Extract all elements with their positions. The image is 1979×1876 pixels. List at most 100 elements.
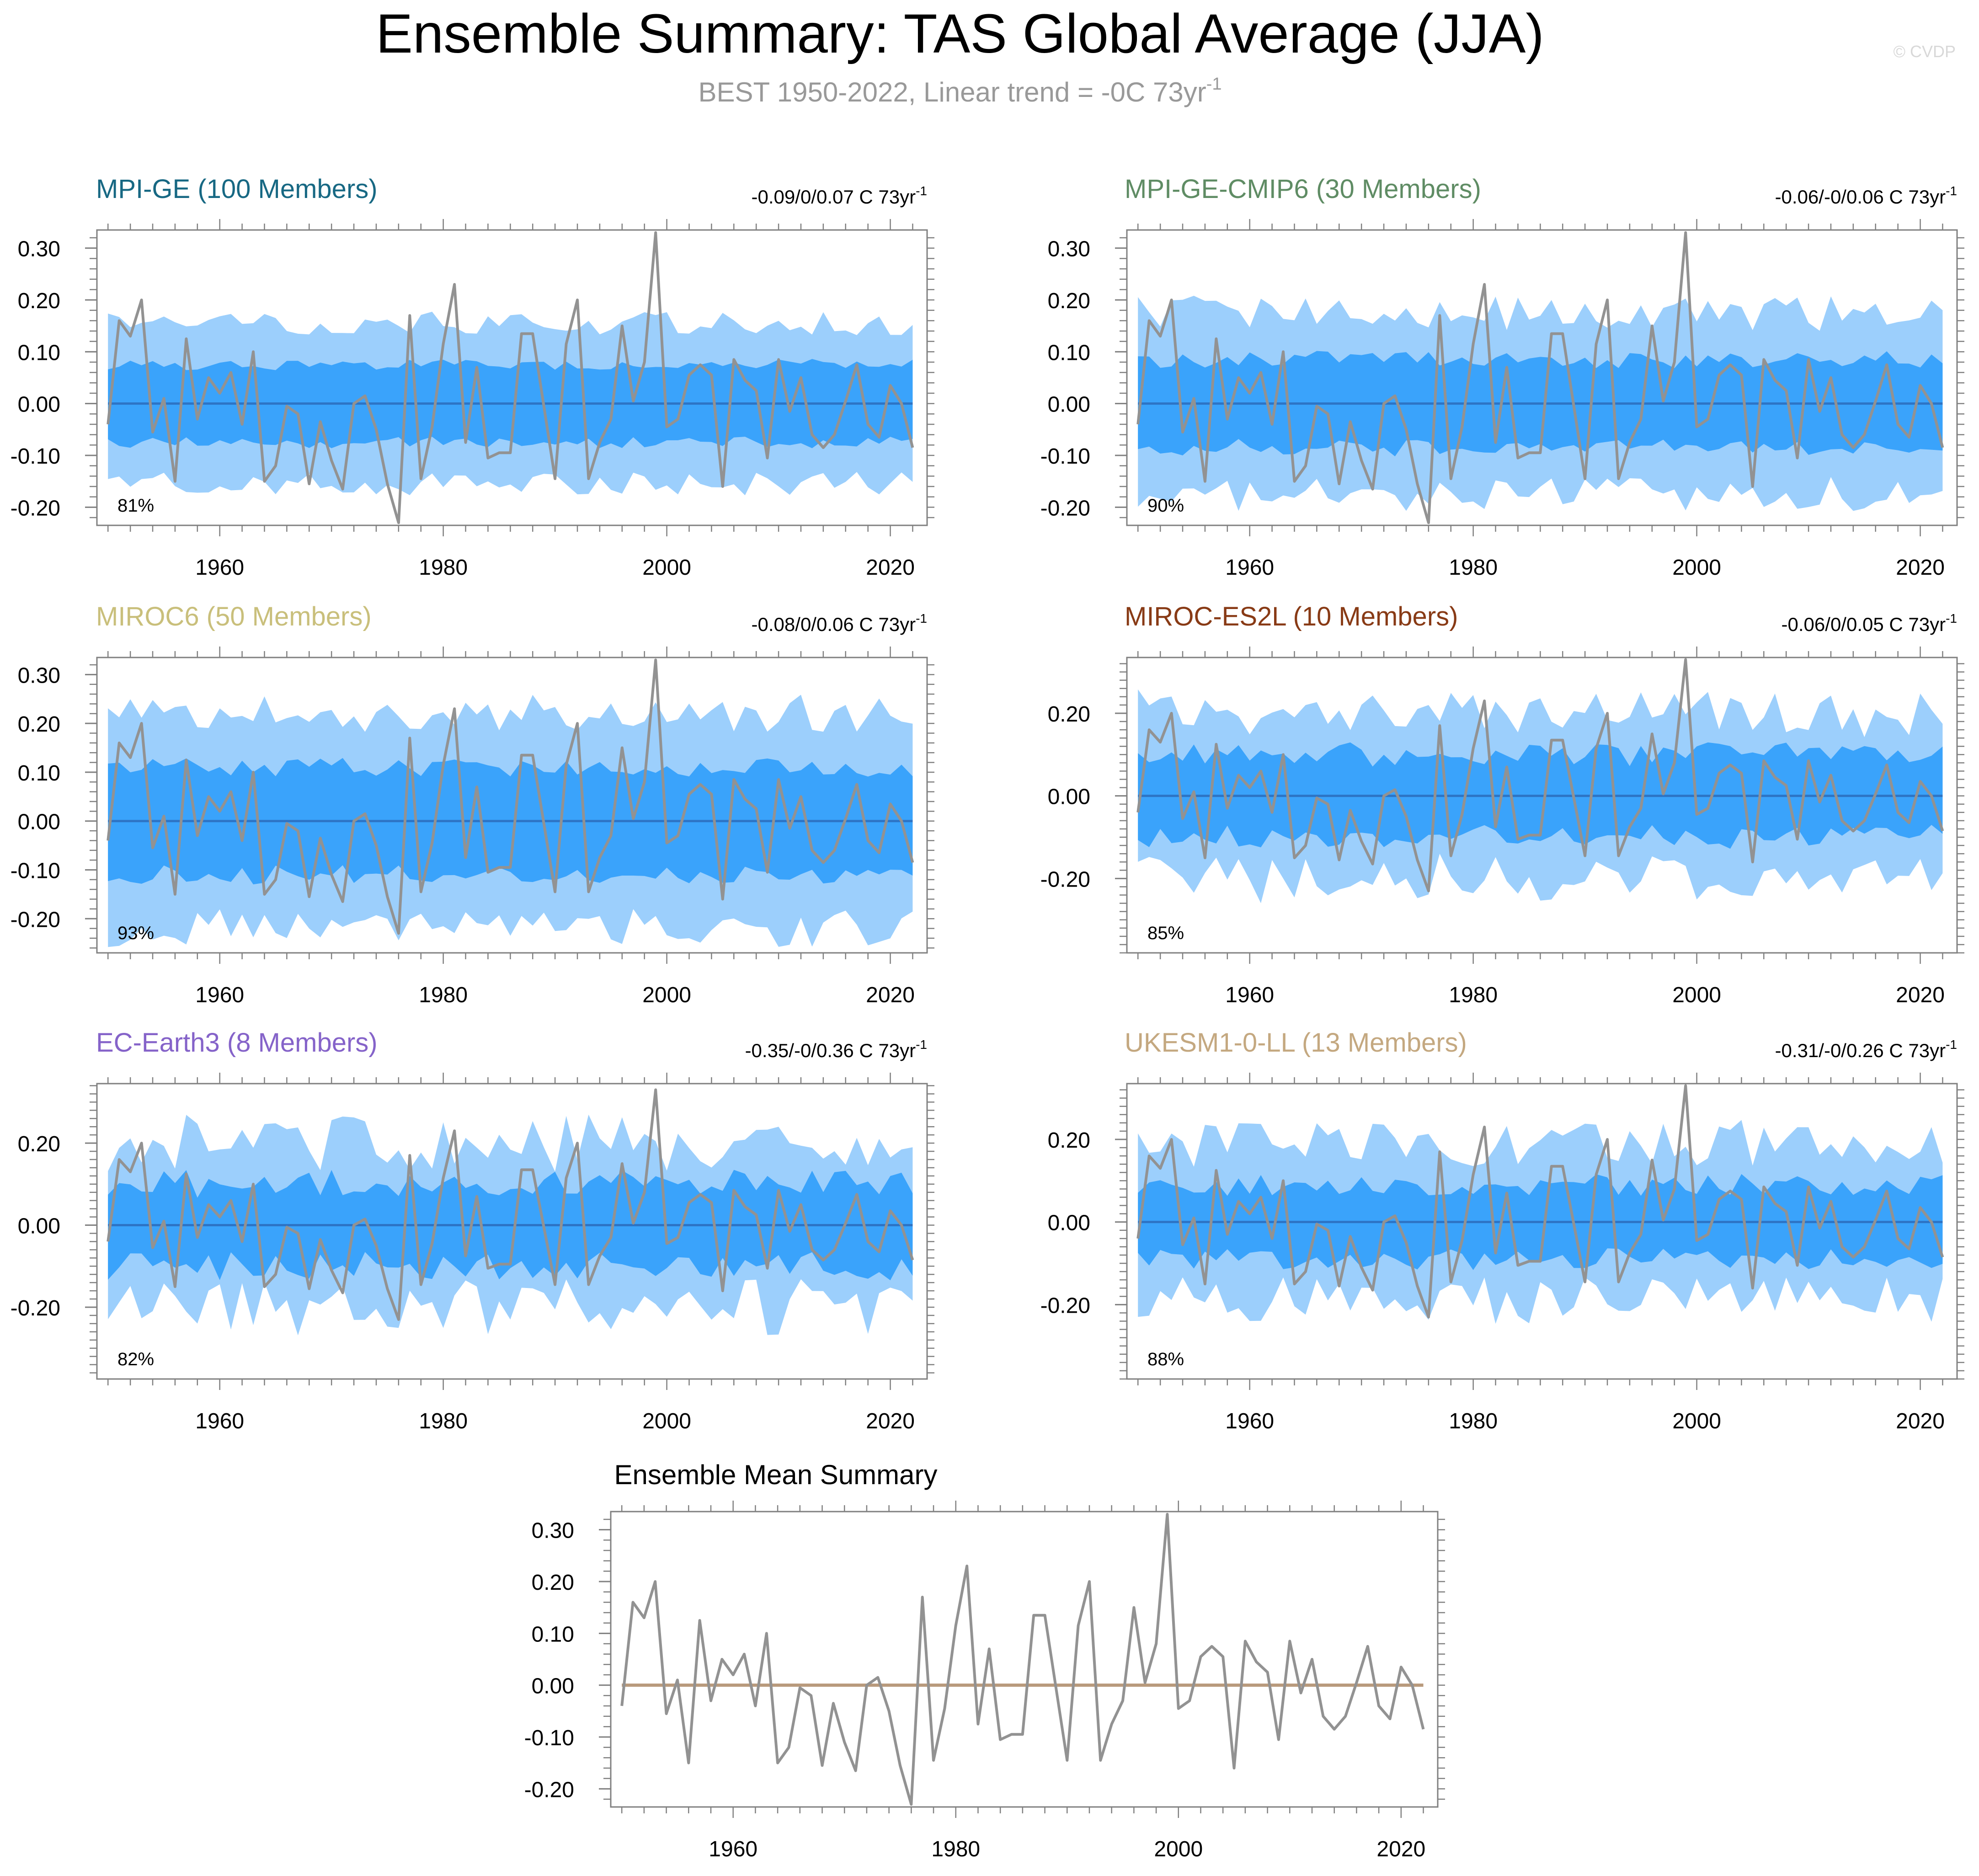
observed-series-line — [107, 231, 914, 524]
y-tick-label: -0.20 — [11, 1296, 60, 1320]
y-tick-label: 0.20 — [532, 1571, 574, 1595]
axis-group: 0.30 0.20 0.10 0.00 -0.10 -0.20 1960 1980 2000 20… — [11, 219, 934, 580]
x-tick-label: 1960 — [1225, 983, 1274, 1007]
y-tick-label: 0.20 — [1048, 1128, 1090, 1153]
y-tick-label: 0.00 — [532, 1674, 574, 1699]
observed-series-line — [107, 658, 914, 935]
panel-title: UKESM1-0-LL (13 Members) — [1125, 1028, 1467, 1058]
x-tick-label: 2000 — [1672, 1409, 1721, 1433]
watermark: © CVDP — [1893, 42, 1956, 61]
plot-frame — [96, 1083, 928, 1380]
y-tick-label: 0.00 — [1048, 785, 1090, 809]
y-tick-label: 0.30 — [532, 1519, 574, 1543]
axis-group: 0.20 0.00 -0.20 1960 1980 2000 2020 — [1040, 1073, 1964, 1433]
panels-container: 0.30 0.20 0.10 0.00 -0.10 -0.20 1960 1980 2000 20… — [11, 174, 1964, 1861]
x-tick-label: 1980 — [931, 1837, 980, 1861]
ensemble-mean-summary-panel: 0.30 0.20 0.10 0.00 -0.10 -0.20 1960 1980 2000 20… — [524, 1459, 1445, 1861]
axis-group: 0.30 0.20 0.10 0.00 -0.10 -0.20 1960 1980 2000 20… — [524, 1501, 1445, 1861]
panel-title: EC-Earth3 (8 Members) — [96, 1028, 378, 1058]
x-tick-label: 2000 — [1672, 983, 1721, 1007]
summary-title: Ensemble Mean Summary — [614, 1459, 938, 1490]
y-tick-label: 0.30 — [18, 663, 60, 688]
y-tick-label: -0.10 — [11, 859, 60, 883]
y-tick-label: 0.30 — [1048, 237, 1090, 262]
y-tick-label: -0.20 — [1040, 867, 1090, 892]
trend-exponent: -1 — [916, 1037, 927, 1052]
x-tick-label: 1960 — [1225, 556, 1274, 580]
panel-5: 0.20 0.00 -0.20 1960 1980 2000 2020 EC-Earth3 (… — [11, 1028, 934, 1433]
x-tick-label: 2000 — [642, 1409, 691, 1433]
trend-exponent: -1 — [1946, 184, 1957, 198]
y-tick-label: 0.00 — [1048, 393, 1090, 417]
plot-frame — [610, 1511, 1439, 1808]
panel-title: MPI-GE-CMIP6 (30 Members) — [1125, 174, 1481, 204]
y-tick-label: 0.00 — [1048, 1211, 1090, 1235]
panel-percent-label: 93% — [117, 923, 154, 943]
x-tick-label: 2020 — [1896, 983, 1945, 1007]
panel-trend-label: -0.31/-0/0.26 C 73yr-1 — [1775, 1037, 1957, 1061]
x-tick-label: 2000 — [642, 556, 691, 580]
observed-series-line — [620, 1513, 1425, 1806]
x-tick-label: 1980 — [419, 1409, 468, 1433]
y-tick-label: -0.20 — [11, 908, 60, 932]
figure-subtitle: BEST 1950-2022, Linear trend = -0C 73yr-… — [698, 75, 1222, 107]
panel-trend-label: -0.06/0/0.05 C 73yr-1 — [1782, 611, 1957, 635]
observed-series-line — [1136, 1084, 1944, 1319]
y-tick-label: 0.20 — [18, 289, 60, 313]
panel-title: MIROC6 (50 Members) — [96, 602, 372, 631]
panel-3: 0.30 0.20 0.10 0.00 -0.10 -0.20 1960 1980 2000 20… — [11, 602, 934, 1007]
panel-percent-label: 85% — [1147, 923, 1184, 943]
y-tick-label: -0.20 — [524, 1778, 574, 1802]
y-tick-label: 0.10 — [532, 1622, 574, 1646]
x-tick-label: 2020 — [1896, 1409, 1945, 1433]
x-tick-label: 2020 — [866, 983, 915, 1007]
plot-frame — [96, 657, 928, 954]
y-tick-label: 0.20 — [18, 1132, 60, 1156]
y-tick-label: -0.20 — [1040, 1293, 1090, 1318]
axis-group: 0.30 0.20 0.10 0.00 -0.10 -0.20 1960 1980 2000 20… — [11, 647, 934, 1007]
x-tick-label: 2000 — [642, 983, 691, 1007]
x-tick-label: 1980 — [419, 983, 468, 1007]
panel-trend-label: -0.06/-0/0.06 C 73yr-1 — [1775, 184, 1957, 208]
x-tick-label: 2020 — [866, 1409, 915, 1433]
y-tick-label: 0.10 — [18, 341, 60, 365]
x-tick-label: 1980 — [1449, 1409, 1498, 1433]
y-tick-label: 0.10 — [18, 761, 60, 786]
plot-frame — [1126, 1083, 1958, 1380]
y-tick-label: 0.00 — [18, 393, 60, 417]
observed-series-line — [107, 1088, 914, 1321]
x-tick-label: 1980 — [1449, 556, 1498, 580]
panel-4: 0.20 0.00 -0.20 1960 1980 2000 2020 MIROC-ES2L … — [1040, 602, 1964, 1007]
y-tick-label: -0.10 — [11, 444, 60, 469]
axis-group: 0.30 0.20 0.10 0.00 -0.10 -0.20 1960 1980 2000 20… — [1040, 219, 1964, 580]
axis-group: 0.20 0.00 -0.20 1960 1980 2000 2020 — [11, 1073, 934, 1433]
panel-percent-label: 88% — [1147, 1349, 1184, 1369]
panel-title: MIROC-ES2L (10 Members) — [1125, 602, 1458, 631]
x-tick-label: 2020 — [1896, 556, 1945, 580]
trend-exponent: -1 — [1946, 1037, 1957, 1052]
x-tick-label: 2020 — [866, 556, 915, 580]
x-tick-label: 1960 — [195, 1409, 244, 1433]
axis-group: 0.20 0.00 -0.20 1960 1980 2000 2020 — [1040, 647, 1964, 1007]
panel-1: 0.30 0.20 0.10 0.00 -0.10 -0.20 1960 1980 2000 20… — [11, 174, 934, 580]
panel-percent-label: 81% — [117, 496, 154, 516]
y-tick-label: 0.20 — [1048, 289, 1090, 313]
x-tick-label: 2020 — [1376, 1837, 1425, 1861]
y-tick-label: -0.10 — [1040, 444, 1090, 469]
subtitle-exponent: -1 — [1206, 75, 1222, 94]
panel-6: 0.20 0.00 -0.20 1960 1980 2000 2020 UKESM1-0-LL… — [1040, 1028, 1964, 1433]
panel-2: 0.30 0.20 0.10 0.00 -0.10 -0.20 1960 1980 2000 20… — [1040, 174, 1964, 580]
panel-percent-label: 82% — [117, 1349, 154, 1369]
plot-frame — [1126, 657, 1958, 954]
plot-frame — [96, 229, 928, 526]
y-tick-label: 0.00 — [18, 810, 60, 834]
observed-series-line — [1136, 658, 1944, 893]
trend-exponent: -1 — [916, 184, 927, 198]
x-tick-label: 1960 — [709, 1837, 757, 1861]
panel-trend-label: -0.35/-0/0.36 C 73yr-1 — [745, 1037, 927, 1061]
y-tick-label: 0.20 — [18, 712, 60, 737]
y-tick-label: 0.10 — [1048, 341, 1090, 365]
x-tick-label: 1980 — [1449, 983, 1498, 1007]
y-tick-label: 0.00 — [18, 1214, 60, 1239]
